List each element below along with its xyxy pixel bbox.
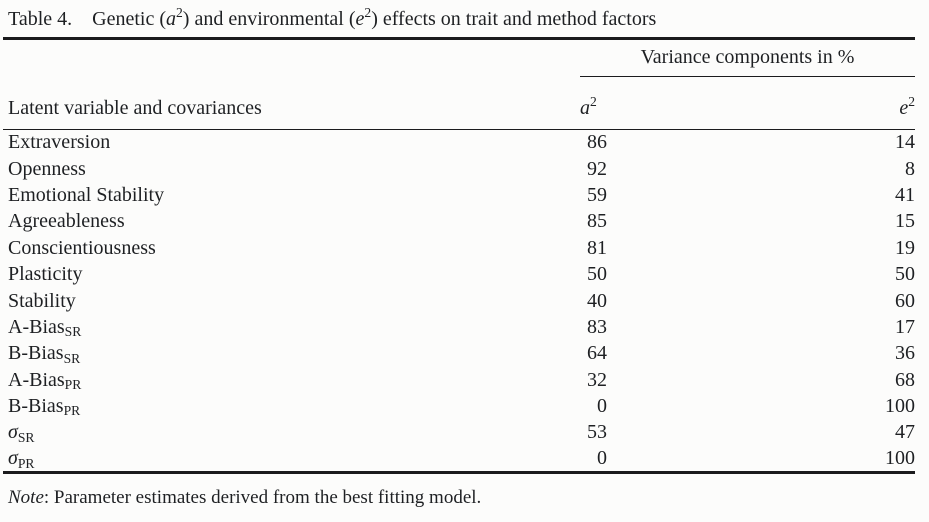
value-e2: 19 [895,236,915,259]
table-row: A-BiasSR 83 17 [3,314,915,340]
value-e2: 50 [895,263,915,286]
value-a2: 59 [587,183,607,206]
row-label: Openness [8,157,86,180]
value-e2: 17 [895,315,915,338]
table-row: σPR 0 100 [3,446,915,472]
value-a2: 92 [587,157,607,180]
row-label: A-BiasPR [8,368,82,393]
value-a2: 0 [597,395,607,418]
column-header-a2: a2 [576,76,608,130]
value-a2: 86 [587,131,607,154]
row-label: Plasticity [8,263,83,286]
value-a2: 40 [587,289,607,312]
table-title: Table 4. Genetic (a2) and environmental (… [3,0,915,37]
table-row: B-BiasSR 64 36 [3,341,915,367]
table-row: B-BiasPR 0 100 [3,393,915,419]
column-header-row: Latent variable and covariances a2 e2 [3,76,915,130]
table-row: Emotional Stability 59 41 [3,182,915,208]
row-label: Conscientiousness [8,236,156,259]
table-row: Plasticity 50 50 [3,261,915,287]
value-a2: 81 [587,236,607,259]
value-a2: 0 [597,447,607,470]
value-e2: 8 [905,157,915,180]
value-a2: 50 [587,263,607,286]
value-a2: 32 [587,368,607,391]
value-a2: 85 [587,210,607,233]
value-e2: 14 [895,131,915,154]
row-label: Extraversion [8,131,111,154]
value-e2: 100 [885,447,915,470]
row-label: Emotional Stability [8,183,165,206]
table-note: Note: Parameter estimates derived from t… [8,487,482,509]
row-label: Agreeableness [8,210,125,233]
value-e2: 47 [895,421,915,444]
row-label: Stability [8,289,76,312]
spanner-spacer [3,39,576,77]
row-label: B-BiasSR [8,342,81,366]
table-row: Stability 40 60 [3,288,915,314]
row-label: B-BiasPR [8,395,81,419]
table-number: Table 4. [8,8,73,30]
row-label: σPR [8,447,35,471]
value-e2: 41 [895,183,915,206]
table-row: Agreeableness 85 15 [3,209,915,235]
stub-header: Latent variable and covariances [3,76,576,130]
row-label: σSR [8,421,35,445]
value-e2: 36 [895,342,915,365]
table-row: σSR 53 47 [3,420,915,446]
table-body: Extraversion 86 14 Openness 92 8 Emotion… [3,130,915,473]
value-e2: 60 [895,289,915,312]
row-label: A-BiasSR [8,315,82,340]
value-e2: 68 [895,368,915,391]
value-e2: 15 [895,210,915,233]
table-row: Extraversion 86 14 [3,130,915,156]
column-header-e2: e2 [608,76,915,130]
value-a2: 83 [587,315,607,338]
value-a2: 64 [587,342,607,365]
spanner-row: Variance components in % [3,39,915,77]
table-row: A-BiasPR 32 68 [3,367,915,393]
value-e2: 100 [885,395,915,418]
table-row: Openness 92 8 [3,156,915,182]
table-caption: Genetic (a2) and environmental (e2) effe… [92,4,657,30]
table-row: Conscientiousness 81 19 [3,235,915,261]
value-a2: 53 [587,421,607,444]
spanner-header: Variance components in % [580,46,915,77]
variance-components-table: Variance components in % Latent variable… [3,37,915,475]
